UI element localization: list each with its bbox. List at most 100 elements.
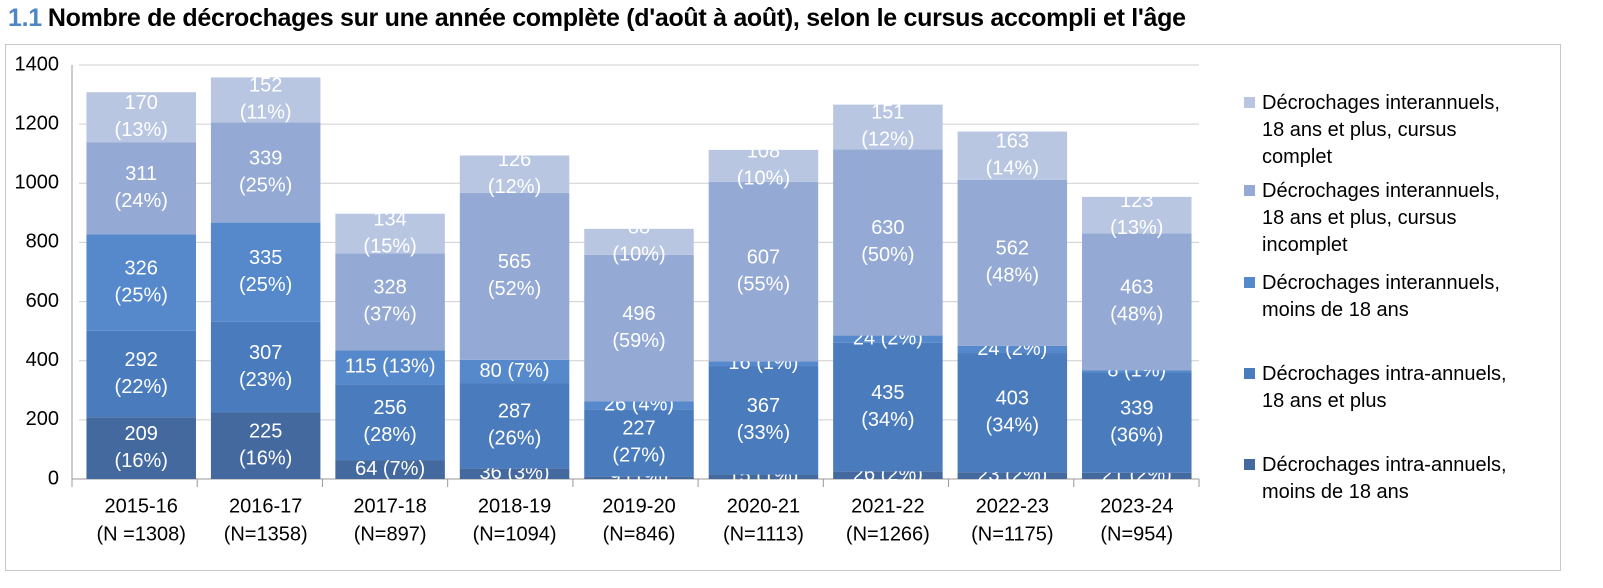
value-label: 328 xyxy=(373,277,406,299)
value-label: (13%) xyxy=(1110,217,1163,239)
y-tick-label: 200 xyxy=(26,408,59,430)
bar-segment xyxy=(459,192,570,360)
value-label: 607 xyxy=(747,246,780,268)
value-label: (28%) xyxy=(363,424,416,446)
value-label: 630 xyxy=(871,217,904,239)
value-label: (34%) xyxy=(861,409,914,431)
value-label: 115 (13%) xyxy=(345,356,436,378)
chart-title: Nombre de décrochages sur une année comp… xyxy=(47,4,1186,32)
x-tick-label: 2021-22 xyxy=(851,495,924,517)
bar-segment xyxy=(708,361,819,367)
value-label: 152 xyxy=(249,75,282,97)
value-label: 326 xyxy=(125,257,158,279)
value-label: (15%) xyxy=(363,235,416,257)
bar-segment xyxy=(708,366,819,475)
bar-segment xyxy=(708,474,819,479)
y-tick-label: 1000 xyxy=(15,172,60,194)
x-tick-sublabel: (N=846) xyxy=(603,523,676,545)
title-number: 1.1 xyxy=(8,4,42,32)
value-label: 256 xyxy=(373,397,406,419)
x-tick-sublabel: (N=1094) xyxy=(473,523,557,545)
bar-segment xyxy=(584,401,694,410)
y-tick-label: 1400 xyxy=(15,53,60,75)
bar-segment xyxy=(210,412,321,479)
value-label: 562 xyxy=(996,238,1029,260)
bar-segment xyxy=(957,131,1068,180)
value-label: (24%) xyxy=(115,190,168,212)
bar-segment xyxy=(86,234,196,331)
bar-segment xyxy=(210,321,321,413)
x-tick-sublabel: (N=1113) xyxy=(723,523,804,545)
value-label: (48%) xyxy=(986,265,1039,287)
bar-segment xyxy=(1082,196,1192,234)
value-label: (12%) xyxy=(861,129,914,151)
bar-segment xyxy=(335,350,445,385)
bar-segment xyxy=(210,222,321,322)
value-label: 225 xyxy=(249,421,282,443)
x-tick-label: 2020-21 xyxy=(727,495,800,517)
bar-segment xyxy=(708,149,819,182)
value-label: 134 xyxy=(373,208,406,230)
legend-swatch xyxy=(1244,277,1255,288)
x-tick-label: 2019-20 xyxy=(602,495,675,517)
value-label: (16%) xyxy=(115,450,168,472)
x-tick-label: 2015-16 xyxy=(105,495,178,517)
value-label: 307 xyxy=(249,342,282,364)
value-label: 64 (7%) xyxy=(355,458,425,480)
value-label: (33%) xyxy=(737,422,790,444)
value-label: (13%) xyxy=(115,119,168,141)
value-label: (26%) xyxy=(488,428,541,450)
value-label: 88 xyxy=(628,217,650,239)
bar-segment xyxy=(1082,472,1192,479)
x-tick-label: 2016-17 xyxy=(229,495,302,517)
bar-segment xyxy=(86,417,196,479)
legend-swatch xyxy=(1244,97,1255,108)
bar-segment xyxy=(1082,370,1192,373)
bar-segment xyxy=(584,254,694,402)
value-label: 151 xyxy=(871,102,904,124)
legend-swatch xyxy=(1244,459,1255,470)
value-label: 311 xyxy=(125,163,157,185)
x-tick-sublabel: (N=1266) xyxy=(846,523,930,545)
bar-segment xyxy=(957,353,1068,473)
bar-segment xyxy=(584,409,694,477)
value-label: (52%) xyxy=(488,278,541,300)
legend-label: Décrochages interannuels, 18 ans et plus… xyxy=(1262,180,1500,256)
value-label: 209 xyxy=(125,423,158,445)
x-tick-sublabel: (N=1175) xyxy=(971,523,1053,545)
value-label: 565 xyxy=(498,251,531,273)
value-label: (10%) xyxy=(737,168,790,190)
value-label: (23%) xyxy=(239,369,292,391)
bar-segment xyxy=(833,149,943,336)
value-label: 496 xyxy=(622,303,655,325)
y-tick-label: 0 xyxy=(48,467,59,489)
value-label: 170 xyxy=(125,92,158,114)
x-tick-sublabel: (N=1358) xyxy=(224,523,308,545)
bar-segment xyxy=(1082,372,1192,473)
legend-label: Décrochages interannuels, moins de 18 an… xyxy=(1262,272,1500,321)
value-label: (11%) xyxy=(240,102,292,124)
value-label: (25%) xyxy=(239,274,292,296)
x-tick-sublabel: (N =1308) xyxy=(96,523,186,545)
x-tick-label: 2018-19 xyxy=(478,495,551,517)
bar-segment xyxy=(335,460,445,479)
bar-segment xyxy=(1082,233,1192,371)
value-label: 126 xyxy=(498,149,531,171)
value-label: 339 xyxy=(1120,397,1153,419)
value-label: (27%) xyxy=(612,445,665,467)
bar-segment xyxy=(86,142,196,235)
bar-segment xyxy=(833,104,943,150)
value-label: (50%) xyxy=(861,244,914,266)
value-label: (55%) xyxy=(737,273,790,295)
legend-swatch xyxy=(1244,185,1255,196)
x-tick-sublabel: (N=954) xyxy=(1100,523,1173,545)
bar-segment xyxy=(584,228,694,255)
value-label: (16%) xyxy=(239,448,292,470)
value-label: (12%) xyxy=(488,176,541,198)
chart-frame xyxy=(5,44,1561,571)
y-tick-label: 1200 xyxy=(15,112,60,134)
value-label: 227 xyxy=(622,418,655,440)
x-tick-label: 2022-23 xyxy=(976,495,1049,517)
